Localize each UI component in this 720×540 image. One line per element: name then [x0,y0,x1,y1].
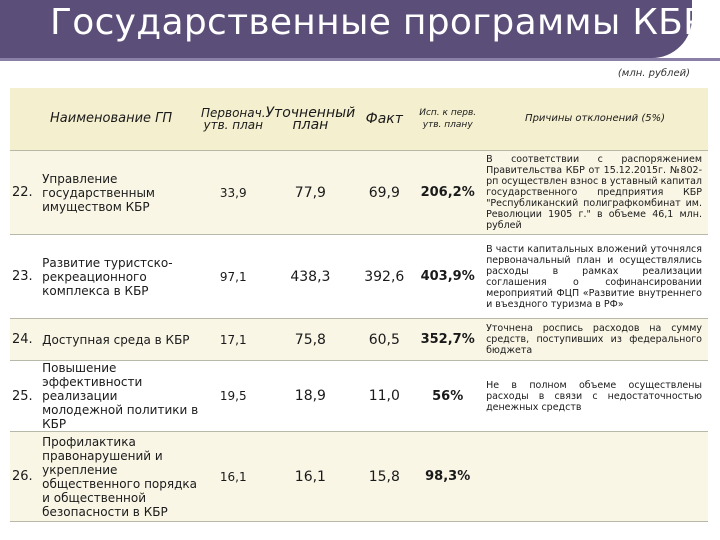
plan-revised-cell: 18,9 [265,360,356,432]
plan-initial-cell: 33,9 [200,150,266,235]
plan-revised-cell: 16,1 [265,431,356,522]
program-name: Повышение эффективности реализации молод… [42,360,201,432]
page-title: Государственные программы КБР [50,2,706,43]
banner-divider [0,58,720,61]
fact-cell: 15,8 [355,431,414,522]
table-row: 25. Повышение эффективности реализации м… [10,360,708,432]
program-name: Профилактика правонарушений и укрепление… [42,431,201,522]
execution-cell: 206,2% [413,150,483,235]
plan-initial-cell: 19,5 [200,360,266,432]
program-name: Управление государственным имуществом КБ… [42,150,201,235]
programs-table: Наименование ГП Первонач. утв. план Уточ… [10,88,708,522]
units-label: (млн. рублей) [617,68,690,79]
table-row: 24. Доступная среда в КБР 17,1 75,8 60,5… [10,318,708,361]
execution-cell: 352,7% [413,318,483,361]
plan-initial-cell: 97,1 [200,234,266,319]
title-banner [0,0,692,58]
row-number: 22. [10,150,43,235]
table-header-row: Наименование ГП Первонач. утв. план Уточ… [10,88,708,151]
row-number: 26. [10,431,43,522]
plan-revised-cell: 438,3 [265,234,356,319]
col-header-plan-revised: Уточненный план [265,88,356,151]
table-row: 26. Профилактика правонарушений и укрепл… [10,431,708,522]
reason-cell: Не в полном объеме осуществлены расходы … [482,360,708,432]
plan-initial-cell: 17,1 [200,318,266,361]
row-number: 24. [10,318,43,361]
col-header-execution: Исп. к перв. утв. плану [413,88,483,151]
row-number: 25. [10,360,43,432]
plan-initial-cell: 16,1 [200,431,266,522]
plan-revised-cell: 77,9 [265,150,356,235]
execution-cell: 56% [413,360,483,432]
row-number: 23. [10,234,43,319]
col-header-fact: Факт [355,88,414,151]
reason-cell: В части капитальных вложений уточнялся п… [482,234,708,319]
fact-cell: 60,5 [355,318,414,361]
fact-cell: 11,0 [355,360,414,432]
reason-cell: В соответствии с распоряжением Правитель… [482,150,708,235]
col-header-name: Наименование ГП [10,88,201,151]
program-name: Доступная среда в КБР [42,318,201,361]
table-row: 22. Управление государственным имущество… [10,150,708,235]
plan-revised-cell: 75,8 [265,318,356,361]
program-name: Развитие туристско-рекреационного компле… [42,234,201,319]
fact-cell: 392,6 [355,234,414,319]
reason-cell [482,431,708,522]
execution-cell: 403,9% [413,234,483,319]
execution-cell: 98,3% [413,431,483,522]
col-header-plan-initial: Первонач. утв. план [200,88,266,151]
fact-cell: 69,9 [355,150,414,235]
table-row: 23. Развитие туристско-рекреационного ко… [10,234,708,319]
reason-cell: Уточнена роспись расходов на сумму средс… [482,318,708,361]
col-header-reasons: Причины отклонений (5%) [482,88,708,151]
